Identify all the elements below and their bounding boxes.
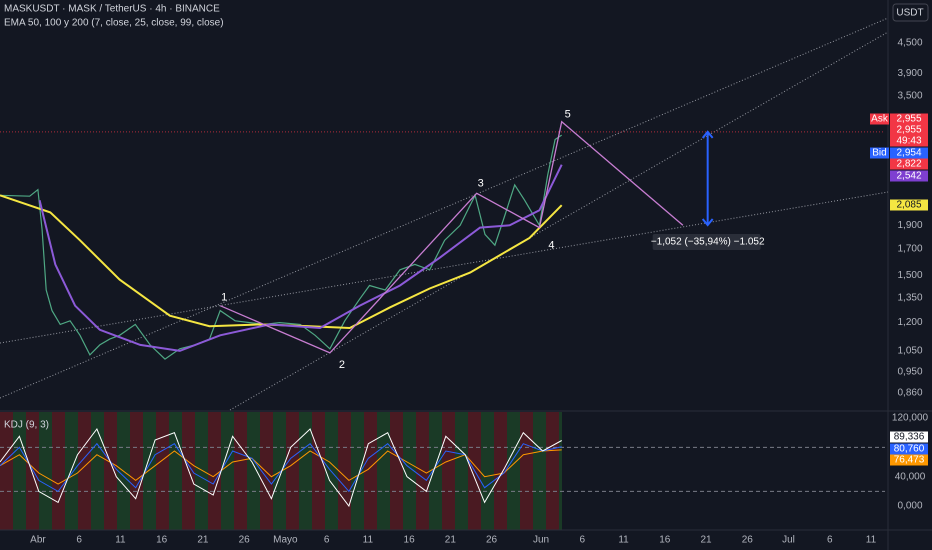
countdown: 49:43 [896,136,921,147]
trendline [229,31,889,411]
y-tick-label: 40,000 [895,471,926,482]
x-tick-label: 21 [197,535,209,546]
y-tick-label: 1,500 [897,270,922,281]
kdj-badge [890,454,928,466]
y-tick-label: 1,350 [897,292,922,303]
x-tick-label: 26 [742,535,754,546]
x-tick-label: 16 [404,535,416,546]
y-tick-label: 1,200 [897,317,922,328]
y-tick-label: 0,000 [897,501,922,512]
price-badge [890,199,928,211]
price-badge-label: 2,955 [896,114,921,125]
x-tick-label: 16 [156,535,168,546]
price-badge-label: 2,085 [896,200,921,211]
x-tick-label: 11 [866,535,877,546]
x-tick-label: 21 [445,535,457,546]
arrow-head [701,218,714,227]
x-tick-label: Jun [533,535,549,546]
price-line [0,134,563,360]
x-tick-label: Abr [30,535,46,546]
y-tick-label: 3,500 [897,91,922,102]
price-badge-label: 2,954 [896,148,921,159]
y-tick-label: 0,950 [897,367,922,378]
trendline [0,17,889,399]
y-tick-label: 1,050 [897,345,922,356]
kdj-badge-label: 89,336 [894,432,925,443]
kdj-badge-label: 80,760 [894,444,925,455]
x-tick-label: 21 [700,535,712,546]
wave-path [219,120,684,354]
badge-tag-label: Bid [872,148,886,159]
y-tick-label: 1,900 [897,220,922,231]
y-tick-label: 1,700 [897,244,922,255]
kdj-badge [890,443,928,455]
x-tick-label: 26 [239,535,251,546]
x-tick-label: Mayo [273,535,298,546]
chart-title: MASKUSDT · MASK / TetherUS · 4h · BINANC… [4,4,220,15]
kdj-line [0,427,562,508]
trendline [0,191,889,344]
y-tick-label: 3,900 [897,68,922,79]
currency[interactable]: USDT [896,8,923,19]
badge-tag [870,147,889,159]
x-tick-label: 6 [827,535,833,546]
measure-label: −1,052 (−35,94%) −1.052 [651,237,765,248]
x-tick-label: 6 [76,535,82,546]
x-tick-label: 6 [580,535,586,546]
kdj-badge [890,431,928,443]
price-badge [890,147,928,159]
price-badge-label: 2,955 [896,125,921,136]
y-tick-label: 4,500 [897,37,922,48]
x-tick-label: Jul [782,535,795,546]
wave-label: 3 [478,177,484,189]
x-tick-label: 26 [486,535,498,546]
y-tick-label: 0,860 [897,388,922,399]
currency-button[interactable] [892,3,929,22]
x-tick-label: 11 [363,535,374,546]
wave-label: 4 [548,239,554,251]
wave-label: 1 [221,292,227,304]
indicator-title: EMA 50, 100 y 200 (7, close, 25, close, … [4,18,224,29]
ema-line [0,194,563,330]
price-badge [890,170,928,182]
price-badge [890,113,928,125]
x-tick-label: 16 [659,535,671,546]
ema-line [38,164,563,352]
badge-tag-label: Ask [871,114,889,125]
price-badge-label: 2,542 [896,171,921,182]
price-badge-label: 2,822 [896,159,921,170]
measure-box [652,234,761,251]
x-tick-label: 11 [618,535,629,546]
y-tick-label: 120,000 [892,413,929,424]
wave-label: 5 [565,109,571,121]
kdj-badge-label: 76,473 [894,455,925,466]
x-tick-label: 11 [115,535,126,546]
x-tick-label: 6 [324,535,330,546]
kdj-title: KDJ (9, 3) [4,420,49,431]
kdj-line [0,442,562,493]
arrow-head [701,130,714,139]
wave-label: 2 [339,359,345,371]
badge-tag [870,113,889,125]
price-badge [890,158,928,170]
price-badge [890,124,928,147]
